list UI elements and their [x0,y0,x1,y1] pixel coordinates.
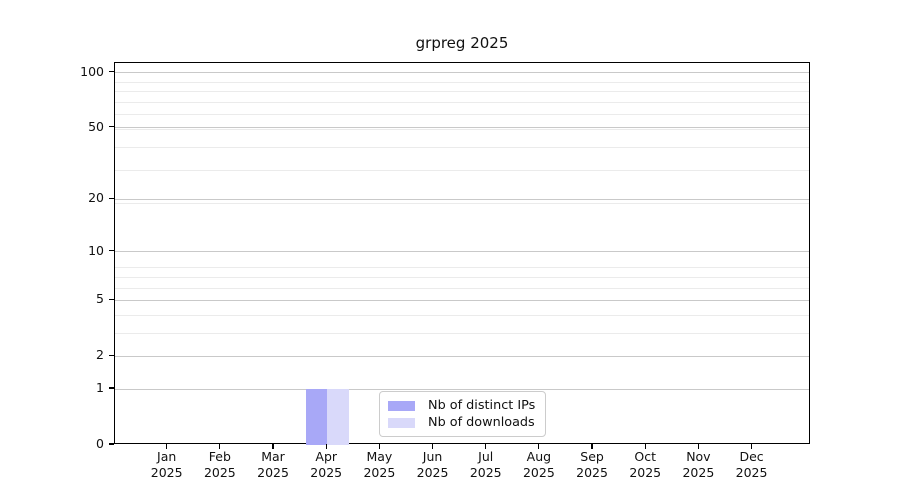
x-tick-month: Aug [526,449,552,464]
major-gridline [115,72,809,74]
x-tick-label: Feb 2025 [192,449,248,481]
x-tick-year: 2025 [310,465,343,480]
x-tick [166,444,168,449]
y-tick-label: 20 [88,190,104,206]
x-tick-month: Jul [478,449,494,464]
x-tick-label: Aug 2025 [511,449,567,481]
major-gridline [115,127,809,129]
y-tick [109,443,114,445]
x-tick-label: Mar 2025 [245,449,301,481]
x-tick-label: Jun 2025 [405,449,461,481]
major-gridline [115,198,809,200]
x-tick-month: Jun [422,449,443,464]
minor-gridline [115,267,809,269]
x-tick-year: 2025 [522,465,555,480]
legend-item-downloads: Nb of downloads [388,414,537,431]
x-tick-label: Jul 2025 [458,449,514,481]
y-tick-label: 0 [96,436,104,451]
x-tick-label: Jan 2025 [139,449,195,481]
x-tick-month: Apr [315,449,338,464]
major-gridline [115,355,809,357]
bar-distinct-ips-apr [305,389,328,445]
x-tick-month: Oct [634,449,657,464]
x-tick-month: Sep [580,449,604,464]
minor-gridline [115,81,809,83]
minor-gridline [115,114,809,116]
minor-gridline [115,101,809,103]
x-tick [644,444,646,449]
y-tick-label: 5 [96,291,104,307]
x-tick-label: Sep 2025 [564,449,620,481]
y-tick [109,354,114,356]
x-tick-year: 2025 [363,465,396,480]
major-gridline [115,251,809,253]
x-tick-label: May 2025 [351,449,407,481]
x-tick-year: 2025 [203,465,236,480]
x-tick-label: Dec 2025 [724,449,780,481]
gridlines-layer [115,63,809,443]
x-tick [431,444,434,449]
x-tick-month: Nov [686,449,711,464]
x-tick-year: 2025 [150,465,183,480]
x-tick-month: Mar [261,449,285,464]
minor-gridline [115,91,809,93]
legend-label-distinct-ips: Nb of distinct IPs [428,398,536,413]
x-tick [325,444,327,449]
minor-gridline [115,202,809,204]
chart-title: grpreg 2025 [415,34,509,52]
legend: Nb of distinct IPs Nb of downloads [379,391,546,437]
y-tick [109,126,114,128]
x-tick [272,444,274,449]
y-tick-label: 10 [88,242,104,258]
x-tick-month: Dec [739,449,764,464]
major-gridline [115,299,809,301]
x-tick-label: Nov 2025 [670,449,726,481]
x-tick-year: 2025 [629,465,662,480]
y-tick [109,387,114,389]
x-tick-year: 2025 [576,465,608,480]
x-tick [697,444,699,449]
x-tick-year: 2025 [416,465,449,480]
x-tick-month: Feb [208,449,231,464]
x-tick [591,444,593,449]
minor-gridline [115,170,809,172]
x-tick [378,444,380,449]
y-tick-label: 50 [88,118,104,134]
legend-swatch-distinct-ips [388,400,415,411]
y-tick [109,249,114,252]
legend-label-downloads: Nb of downloads [428,415,535,430]
y-tick [109,71,114,73]
x-tick-month: Jan [157,449,177,464]
plot-area: Nb of distinct IPs Nb of downloads [114,62,810,445]
minor-gridline [115,146,809,148]
legend-swatch-downloads [388,417,415,428]
legend-item-distinct-ips: Nb of distinct IPs [388,397,537,414]
x-tick-year: 2025 [257,465,289,480]
x-tick [219,444,221,449]
y-tick-label: 2 [96,347,104,363]
y-tick-label: 100 [80,63,104,79]
x-tick-month: May [366,449,393,464]
x-tick [750,444,753,449]
x-tick [538,444,540,449]
x-tick-label: Oct 2025 [617,449,673,481]
minor-gridline [115,314,809,316]
y-tick-label: 1 [96,380,104,396]
x-tick-year: 2025 [682,465,715,480]
minor-gridline [115,332,809,334]
x-tick-label: Apr 2025 [298,449,354,481]
x-tick-year: 2025 [735,465,768,480]
y-tick [109,197,114,200]
minor-gridline [115,276,809,278]
minor-gridline [115,287,809,289]
bar-downloads-apr [327,389,349,445]
minor-gridline [115,128,809,130]
y-tick [109,298,114,301]
x-tick-year: 2025 [469,465,502,480]
bars-layer [115,63,809,445]
major-gridline [115,388,809,390]
x-tick [485,444,487,449]
